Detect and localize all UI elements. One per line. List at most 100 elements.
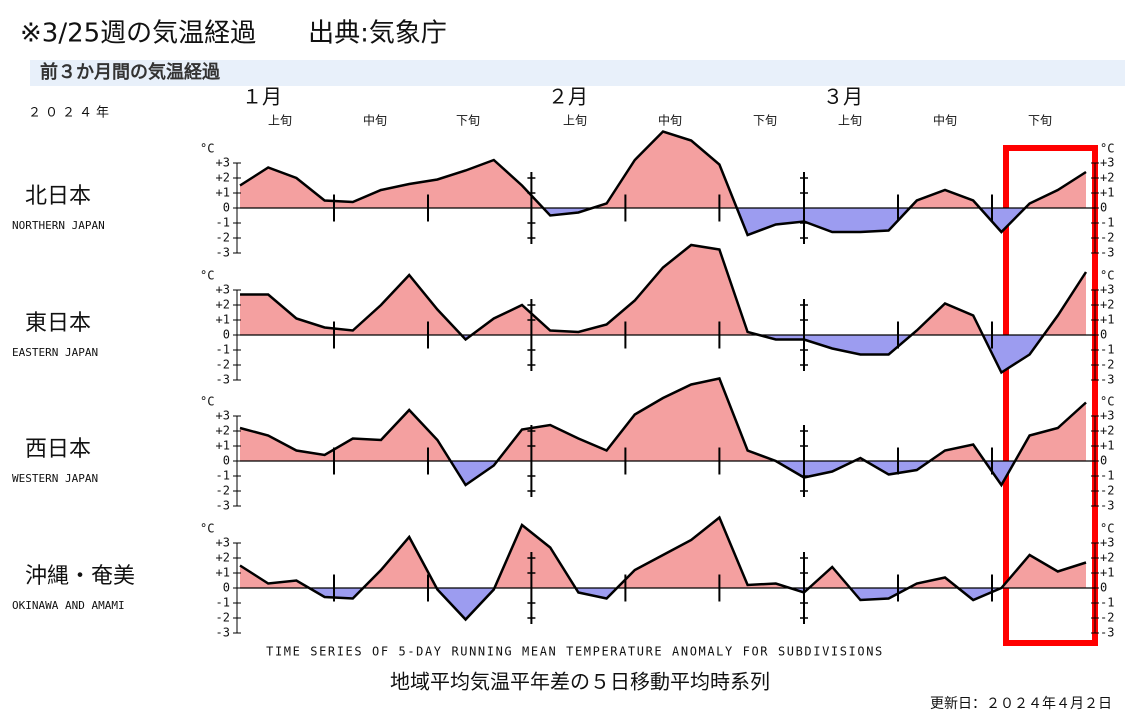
y2-tick-label: +1 <box>1100 313 1114 327</box>
series-line <box>239 515 1087 622</box>
updated: 更新日：２０２４年４月２日 <box>930 696 1112 712</box>
y-tick-label: +2 <box>216 298 230 312</box>
month-label: １月 <box>242 85 282 109</box>
y2-tick-label: -1 <box>1100 469 1114 483</box>
y-tick-label: +2 <box>216 424 230 438</box>
positive-area <box>240 517 1086 588</box>
y-tick-label: -2 <box>216 358 230 372</box>
y2-tick-label: +2 <box>1100 298 1114 312</box>
highlight-box <box>1003 145 1098 646</box>
y-tick-label: +3 <box>216 283 230 297</box>
region-name: 沖縄・奄美 <box>25 564 135 589</box>
y-tick-label: -3 <box>216 626 230 640</box>
y-tick-label: +3 <box>216 409 230 423</box>
y-tick-label: -2 <box>216 611 230 625</box>
y-tick-label: -1 <box>216 596 230 610</box>
region-name: 北日本 <box>25 184 91 209</box>
unit-label: °C <box>1100 522 1114 536</box>
dekad-label: 上旬 <box>838 114 862 128</box>
unit-label: °C <box>200 395 214 409</box>
y2-tick-label: -3 <box>1100 373 1114 387</box>
y2-tick-label: +2 <box>1100 424 1114 438</box>
y2-tick-label: +1 <box>1100 439 1114 453</box>
region-name-en: EASTERN JAPAN <box>12 346 98 359</box>
y-tick-label: 0 <box>223 328 230 342</box>
note: ※3/25週の気温経過 出典:気象庁 <box>20 19 447 49</box>
y-tick-label: -1 <box>216 469 230 483</box>
positive-area <box>240 378 1086 461</box>
y-tick-label: +1 <box>216 566 230 580</box>
y-tick-label: -2 <box>216 484 230 498</box>
dekad-label: 下旬 <box>456 114 480 128</box>
y2-tick-label: -1 <box>1100 596 1114 610</box>
region-name: 東日本 <box>25 311 91 336</box>
y-tick-label: -1 <box>216 343 230 357</box>
unit-label: °C <box>1100 395 1114 409</box>
y-tick-label: 0 <box>223 454 230 468</box>
dekad-label: 下旬 <box>753 114 777 128</box>
unit-label: °C <box>200 522 214 536</box>
y2-tick-label: 0 <box>1100 454 1107 468</box>
y-tick-label: 0 <box>223 581 230 595</box>
negative-area <box>240 588 1086 620</box>
y2-tick-label: +1 <box>1100 186 1114 200</box>
y-tick-label: +3 <box>216 156 230 170</box>
region-name-en: NORTHERN JAPAN <box>12 219 105 232</box>
title-bar <box>30 60 1125 86</box>
y2-tick-label: +2 <box>1100 551 1114 565</box>
y-tick-label: +2 <box>216 171 230 185</box>
y2-tick-label: -2 <box>1100 231 1114 245</box>
y2-tick-label: -3 <box>1100 626 1114 640</box>
region-name-en: OKINAWA AND AMAMI <box>12 599 125 612</box>
unit-label: °C <box>1100 269 1114 283</box>
dekad-label: 上旬 <box>563 114 587 128</box>
y2-tick-label: -2 <box>1100 611 1114 625</box>
y-tick-label: +1 <box>216 313 230 327</box>
y2-tick-label: +3 <box>1100 409 1114 423</box>
positive-area <box>240 245 1086 335</box>
positive-area <box>240 131 1086 208</box>
y-tick-label: -2 <box>216 231 230 245</box>
series-line <box>239 130 1087 237</box>
y2-tick-label: +3 <box>1100 283 1114 297</box>
y-tick-label: +3 <box>216 536 230 550</box>
dekad-label: 中旬 <box>933 113 957 128</box>
y2-tick-label: 0 <box>1100 201 1107 215</box>
region-name: 西日本 <box>25 437 91 462</box>
unit-label: °C <box>1100 142 1114 156</box>
series-line <box>240 243 1088 375</box>
y2-tick-label: +3 <box>1100 536 1114 550</box>
region-name-en: WESTERN JAPAN <box>12 472 98 485</box>
caption-en: TIME SERIES OF 5-DAY RUNNING MEAN TEMPER… <box>266 645 884 659</box>
y-tick-label: -1 <box>216 216 230 230</box>
dekad-label: 上旬 <box>268 114 292 128</box>
unit-label: °C <box>200 142 214 156</box>
dekad-label: 中旬 <box>363 113 387 128</box>
y2-tick-label: +2 <box>1100 171 1114 185</box>
y-tick-label: +1 <box>216 186 230 200</box>
y2-tick-label: -3 <box>1100 246 1114 260</box>
y2-tick-label: -2 <box>1100 358 1114 372</box>
year: ２０２４年 <box>28 106 113 121</box>
y-tick-label: 0 <box>223 201 230 215</box>
y2-tick-label: 0 <box>1100 328 1107 342</box>
y2-tick-label: -2 <box>1100 484 1114 498</box>
unit-label: °C <box>200 269 214 283</box>
y2-tick-label: -1 <box>1100 343 1114 357</box>
y2-tick-label: 0 <box>1100 581 1107 595</box>
series-line <box>239 377 1087 488</box>
dekad-label: 下旬 <box>1028 114 1052 128</box>
y-tick-label: -3 <box>216 373 230 387</box>
y2-tick-label: -1 <box>1100 216 1114 230</box>
negative-area <box>240 335 1086 373</box>
y2-tick-label: +3 <box>1100 156 1114 170</box>
negative-area <box>240 208 1086 235</box>
y-tick-label: +2 <box>216 551 230 565</box>
month-label: ２月 <box>548 85 588 109</box>
dekad-label: 中旬 <box>658 113 682 128</box>
y2-tick-label: +1 <box>1100 566 1114 580</box>
y-tick-label: -3 <box>216 246 230 260</box>
month-label: ３月 <box>823 85 863 109</box>
title: 前３か月間の気温経過 <box>40 61 221 83</box>
